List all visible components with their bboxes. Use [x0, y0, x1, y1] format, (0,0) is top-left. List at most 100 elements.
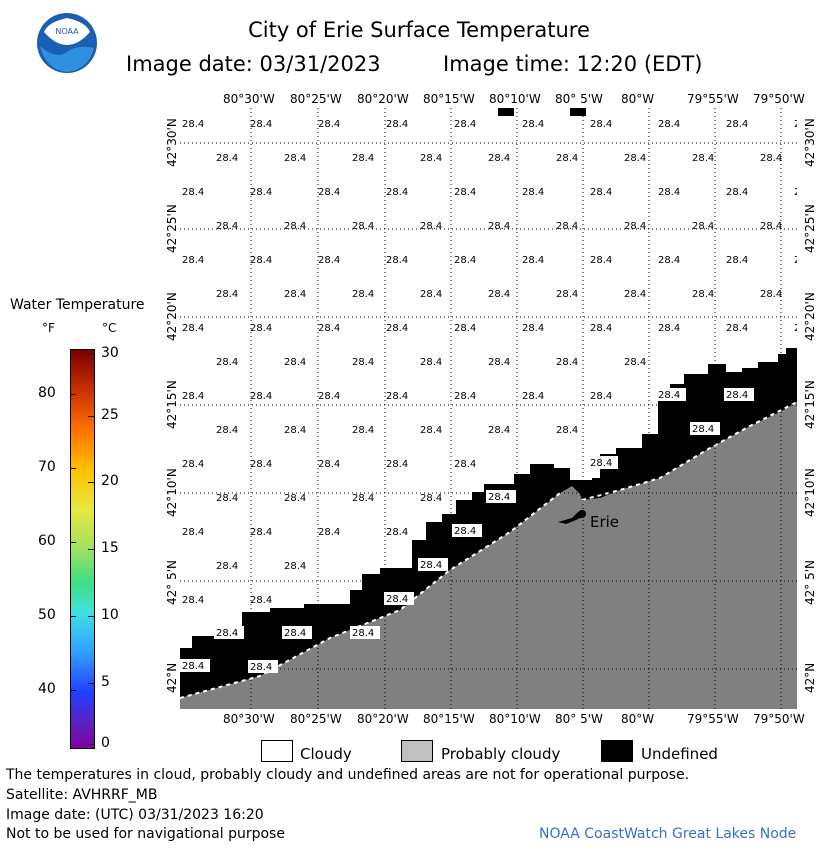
footer-satellite: Satellite: AVHRRF_MB [6, 787, 158, 803]
land-area [180, 402, 797, 709]
cloudy-swatch [261, 740, 293, 762]
temp-value-label: 28.4 [590, 187, 612, 198]
temp-value-label: 28.4 [726, 187, 748, 198]
graticule [180, 108, 797, 709]
temp-value-label: 28.4 [590, 119, 612, 130]
temp-value-label: 28.4 [250, 662, 272, 673]
temp-value-label: 28.4 [352, 289, 374, 300]
temp-value-label: 28.4 [726, 119, 748, 130]
temp-label-box [724, 388, 754, 401]
lon-label-top: 80°W [621, 92, 655, 106]
temp-value-label: 28.4 [182, 391, 204, 402]
temp-value-label: 28.4 [522, 323, 544, 334]
temp-value-label: 28.4 [250, 391, 272, 402]
temp-value-label: 28.4 [216, 561, 238, 572]
temp-value-label: 28.4 [386, 527, 408, 538]
temp-label-box [180, 659, 210, 672]
temp-value-label: 28.4 [658, 187, 680, 198]
temp-value-label: 28.4 [284, 561, 306, 572]
temp-value-label: 28.4 [556, 221, 578, 232]
temp-value-label: 28.4 [488, 289, 510, 300]
page-title: City of Erie Surface Temperature [0, 18, 838, 42]
temp-value-label: 28.4 [284, 153, 306, 164]
temp-label-box [248, 660, 278, 673]
temp-value-label: 28.4 [726, 323, 748, 334]
temp-value-label: 28.4 [624, 289, 646, 300]
lat-label-left: 42°10'N [165, 468, 179, 517]
lon-label-bottom: 80°25'W [290, 712, 342, 726]
temp-value-label: 28.4 [488, 492, 510, 503]
temp-value-label: 28.4 [760, 153, 782, 164]
temp-value-label: 28.4 [556, 425, 578, 436]
temp-value-label: 28.4 [182, 527, 204, 538]
colorbar-f-tick: 40 [38, 681, 56, 697]
colorbar-c-tick: 10 [101, 607, 119, 623]
temp-value-label: 28.4 [318, 323, 340, 334]
temp-value-label: 28.4 [250, 459, 272, 470]
erie-marker [578, 510, 586, 518]
colorbar-c-tick: 5 [101, 674, 110, 690]
temp-value-label: 28.4 [760, 221, 782, 232]
lat-label-left: 42°20'N [165, 292, 179, 341]
temp-value-label: 28.4 [386, 459, 408, 470]
city-label: Erie [590, 513, 619, 531]
temp-value-label: 28.4 [420, 493, 442, 504]
temp-value-label: 28.4 [352, 357, 374, 368]
lon-label-bottom: 79°50'W [753, 712, 805, 726]
temp-value-label: 28.4 [250, 119, 272, 130]
temp-value-label: 28.4 [454, 255, 476, 266]
temp-value-label: 28.4 [454, 459, 476, 470]
temp-value-label: 28.4 [352, 493, 374, 504]
lon-label-top: 80° 5'W [555, 92, 603, 106]
lat-label-left: 42° 5'N [165, 560, 179, 605]
temp-value-label: 28.4 [454, 187, 476, 198]
temp-value-label: 28.4 [386, 594, 408, 605]
temp-value-label: 28.4 [352, 425, 374, 436]
lat-label-right: 42°25'N [803, 204, 817, 253]
colorbar-f-tick: 60 [38, 533, 56, 549]
lon-label-top: 80°20'W [357, 92, 409, 106]
temp-value-label: 28.4 [182, 595, 204, 606]
temp-value-label: 28.4 [182, 187, 204, 198]
lon-label-bottom: 80°10'W [489, 712, 541, 726]
temp-value-label: 28.4 [522, 187, 544, 198]
lon-label-bottom: 80°20'W [357, 712, 409, 726]
lat-label-right: 42°30'N [803, 118, 817, 167]
temp-value-label: 28.4 [590, 391, 612, 402]
temp-value-label: 28.4 [624, 221, 646, 232]
colorbar-c-tick: 30 [101, 345, 119, 361]
temp-value-label: 28.4 [216, 153, 238, 164]
temp-value-label: 28.4 [420, 357, 442, 368]
temp-value-label: 28.4 [386, 391, 408, 402]
temp-value-label: 28.4 [454, 391, 476, 402]
temp-label-box [418, 558, 448, 571]
temp-value-label: 28.4 [420, 425, 442, 436]
temp-value-label: 28.4 [794, 187, 797, 198]
temp-value-label: 28.4 [624, 357, 646, 368]
temp-value-label: 28.4 [250, 255, 272, 266]
colorbar-c-tick: 20 [101, 473, 119, 489]
lat-label-right: 42°N [803, 662, 817, 693]
lat-label-right: 42°10'N [803, 468, 817, 517]
colorbar-f-tick: 50 [38, 607, 56, 623]
probably-cloudy-label: Probably cloudy [441, 745, 561, 763]
noaa-logo: NOAA [36, 12, 98, 74]
temp-value-label: 28.4 [284, 221, 306, 232]
temp-value-label: 28.4 [352, 153, 374, 164]
temp-value-label: 28.4 [692, 221, 714, 232]
undefined-swatch [601, 740, 633, 762]
temp-value-label: 28.4 [182, 661, 204, 672]
temp-value-label: 28.4 [760, 289, 782, 300]
temp-value-label: 28.4 [420, 221, 442, 232]
temp-value-label: 28.4 [250, 595, 272, 606]
lon-label-top: 79°50'W [753, 92, 805, 106]
temp-value-label: 28.4 [216, 628, 238, 639]
temp-value-label: 28.4 [318, 255, 340, 266]
undefined-label: Undefined [641, 745, 718, 763]
image-date: Image date: 03/31/2023 [126, 52, 381, 76]
temp-value-label: 28.4 [590, 323, 612, 334]
temp-value-label: 28.4 [386, 323, 408, 334]
temp-value-label: 28.4 [386, 119, 408, 130]
temp-value-label: 28.4 [216, 425, 238, 436]
temp-value-label: 28.4 [794, 255, 797, 266]
